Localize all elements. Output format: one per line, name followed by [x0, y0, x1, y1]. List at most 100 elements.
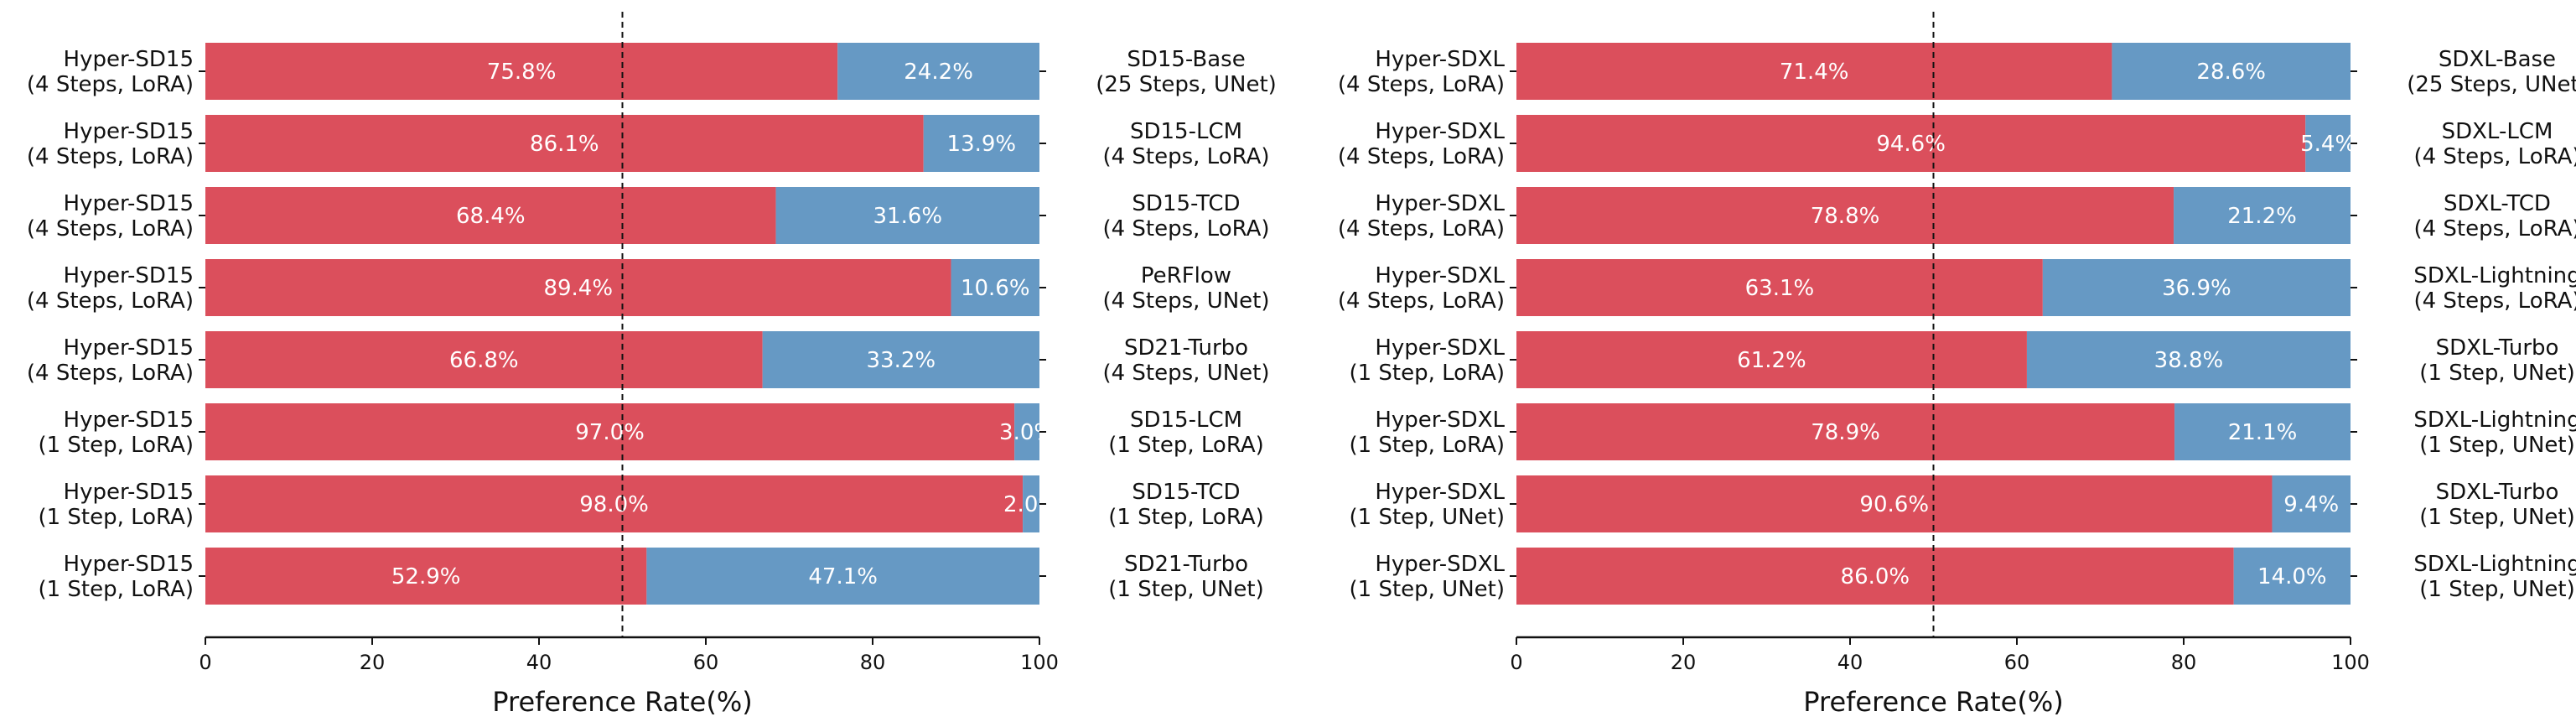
bar-model-row-3 [1516, 187, 2174, 244]
value-label-baseline: 9.4% [2283, 492, 2339, 517]
bar-baseline-row-5 [762, 331, 1039, 388]
bar-model-row-3 [205, 187, 776, 244]
x-axis-label: Preference Rate(%) [1803, 686, 2063, 718]
left-label-line: (1 Step, UNet) [1350, 577, 1506, 602]
left-label-line: Hyper-SDXL [1375, 552, 1505, 577]
value-label-model: 61.2% [1737, 348, 1806, 373]
right-label-line: (4 Steps, LoRA) [1102, 216, 1269, 241]
bar-baseline-row-1 [2112, 43, 2351, 100]
right-label-line: SDXL-Turbo [2436, 335, 2559, 361]
left-label-line: (4 Steps, LoRA) [1338, 72, 1505, 97]
right-label-line: (1 Step, UNet) [2419, 361, 2575, 386]
x-tick-label: 100 [2331, 651, 2370, 674]
value-label-model: 75.8% [487, 60, 557, 85]
left-label-line: Hyper-SD15 [64, 408, 194, 433]
left-label-line: (1 Step, LoRA) [38, 505, 194, 530]
value-label-model: 86.1% [530, 132, 599, 157]
value-label-baseline: 3.0% [999, 420, 1055, 445]
left-label-line: (4 Steps, LoRA) [1338, 288, 1505, 314]
bar-baseline-row-4 [2042, 259, 2351, 316]
x-tick-label: 0 [1510, 651, 1522, 674]
left-label-line: (4 Steps, LoRA) [27, 216, 194, 241]
right-label-line: SDXL-TCD [2444, 191, 2551, 216]
left-label-line: Hyper-SD15 [64, 47, 194, 72]
value-label-baseline: 21.1% [2228, 420, 2298, 445]
value-label-model: 63.1% [1745, 276, 1815, 301]
right-label-line: (1 Step, UNet) [2419, 505, 2575, 530]
left-label-line: Hyper-SDXL [1375, 119, 1505, 144]
bar-model-row-7 [1516, 475, 2273, 532]
value-label-baseline: 38.8% [2154, 348, 2224, 373]
bar-baseline-row-6 [1014, 403, 1039, 460]
x-tick-label: 60 [2004, 651, 2030, 674]
value-label-baseline: 36.9% [2162, 276, 2231, 301]
left-label-line: (4 Steps, LoRA) [27, 361, 194, 386]
right-label-line: SD15-LCM [1130, 119, 1242, 144]
value-label-model: 52.9% [391, 564, 461, 589]
right-label-line: SDXL-Turbo [2436, 480, 2559, 505]
left-label-line: (1 Step, UNet) [1350, 505, 1506, 530]
bar-model-row-6 [205, 403, 1015, 460]
bar-baseline-row-2 [2305, 115, 2351, 172]
x-axis-label: Preference Rate(%) [492, 686, 752, 718]
x-tick-label: 80 [860, 651, 886, 674]
right-label-line: SD15-TCD [1132, 480, 1240, 505]
right-label-line: SDXL-Lightning [2413, 263, 2576, 288]
right-label-line: PeRFlow [1141, 263, 1231, 288]
bar-model-row-6 [1516, 403, 2175, 460]
right-label-line: (25 Steps, UNet) [2407, 72, 2576, 97]
x-tick-label: 100 [1020, 651, 1059, 674]
right-label-line: SD15-TCD [1132, 191, 1240, 216]
value-label-baseline: 5.4% [2300, 132, 2356, 157]
left-label-line: Hyper-SD15 [64, 119, 194, 144]
right-label-line: (4 Steps, LoRA) [2413, 288, 2576, 314]
right-label-line: (1 Step, UNet) [1108, 577, 1264, 602]
left-label-line: Hyper-SDXL [1375, 408, 1505, 433]
bar-baseline-row-7 [2272, 475, 2351, 532]
right-label-line: (1 Step, LoRA) [1108, 433, 1264, 458]
bar-model-row-8 [1516, 548, 2234, 605]
right-label-line: SD15-Base [1127, 47, 1245, 72]
left-label-line: (1 Step, LoRA) [1349, 433, 1505, 458]
right-label-line: SD15-LCM [1130, 408, 1242, 433]
bar-model-row-4 [205, 259, 951, 316]
bar-model-row-7 [205, 475, 1024, 532]
x-tick-label: 0 [199, 651, 211, 674]
value-label-baseline: 47.1% [808, 564, 878, 589]
value-label-baseline: 13.9% [947, 132, 1017, 157]
right-label-line: SDXL-LCM [2442, 119, 2553, 144]
left-label-line: (1 Step, LoRA) [38, 433, 194, 458]
right-label-line: SD21-Turbo [1124, 552, 1248, 577]
value-label-baseline: 31.6% [873, 204, 942, 229]
x-tick-label: 20 [360, 651, 386, 674]
bar-baseline-row-8 [646, 548, 1039, 605]
value-label-model: 78.9% [1811, 420, 1880, 445]
right-label-line: (4 Steps, UNet) [1102, 288, 1269, 314]
bar-model-row-5 [1516, 331, 2027, 388]
left-label-line: Hyper-SDXL [1375, 47, 1505, 72]
left-label-line: (4 Steps, LoRA) [27, 288, 194, 314]
bar-model-row-2 [1516, 115, 2306, 172]
value-label-model: 78.8% [1811, 204, 1880, 229]
bar-model-row-8 [205, 548, 647, 605]
bar-baseline-row-3 [2174, 187, 2351, 244]
right-label-line: (4 Steps, LoRA) [2413, 144, 2576, 169]
left-label-line: (1 Step, LoRA) [1349, 361, 1505, 386]
left-label-line: Hyper-SD15 [64, 552, 194, 577]
right-label-line: (25 Steps, UNet) [1096, 72, 1277, 97]
bar-baseline-row-7 [1023, 475, 1039, 532]
value-label-model: 94.6% [1876, 132, 1946, 157]
value-label-model: 90.6% [1859, 492, 1929, 517]
right-label-line: SD21-Turbo [1124, 335, 1248, 361]
bar-model-row-5 [205, 331, 763, 388]
left-label-line: (4 Steps, LoRA) [1338, 144, 1505, 169]
left-label-line: Hyper-SDXL [1375, 263, 1505, 288]
left-label-line: Hyper-SDXL [1375, 480, 1505, 505]
right-label-line: SDXL-Base [2439, 47, 2556, 72]
bar-baseline-row-4 [951, 259, 1039, 316]
value-label-model: 66.8% [449, 348, 519, 373]
left-label-line: Hyper-SD15 [64, 263, 194, 288]
bar-baseline-row-1 [837, 43, 1039, 100]
right-label-line: SDXL-Lightning [2413, 552, 2576, 577]
